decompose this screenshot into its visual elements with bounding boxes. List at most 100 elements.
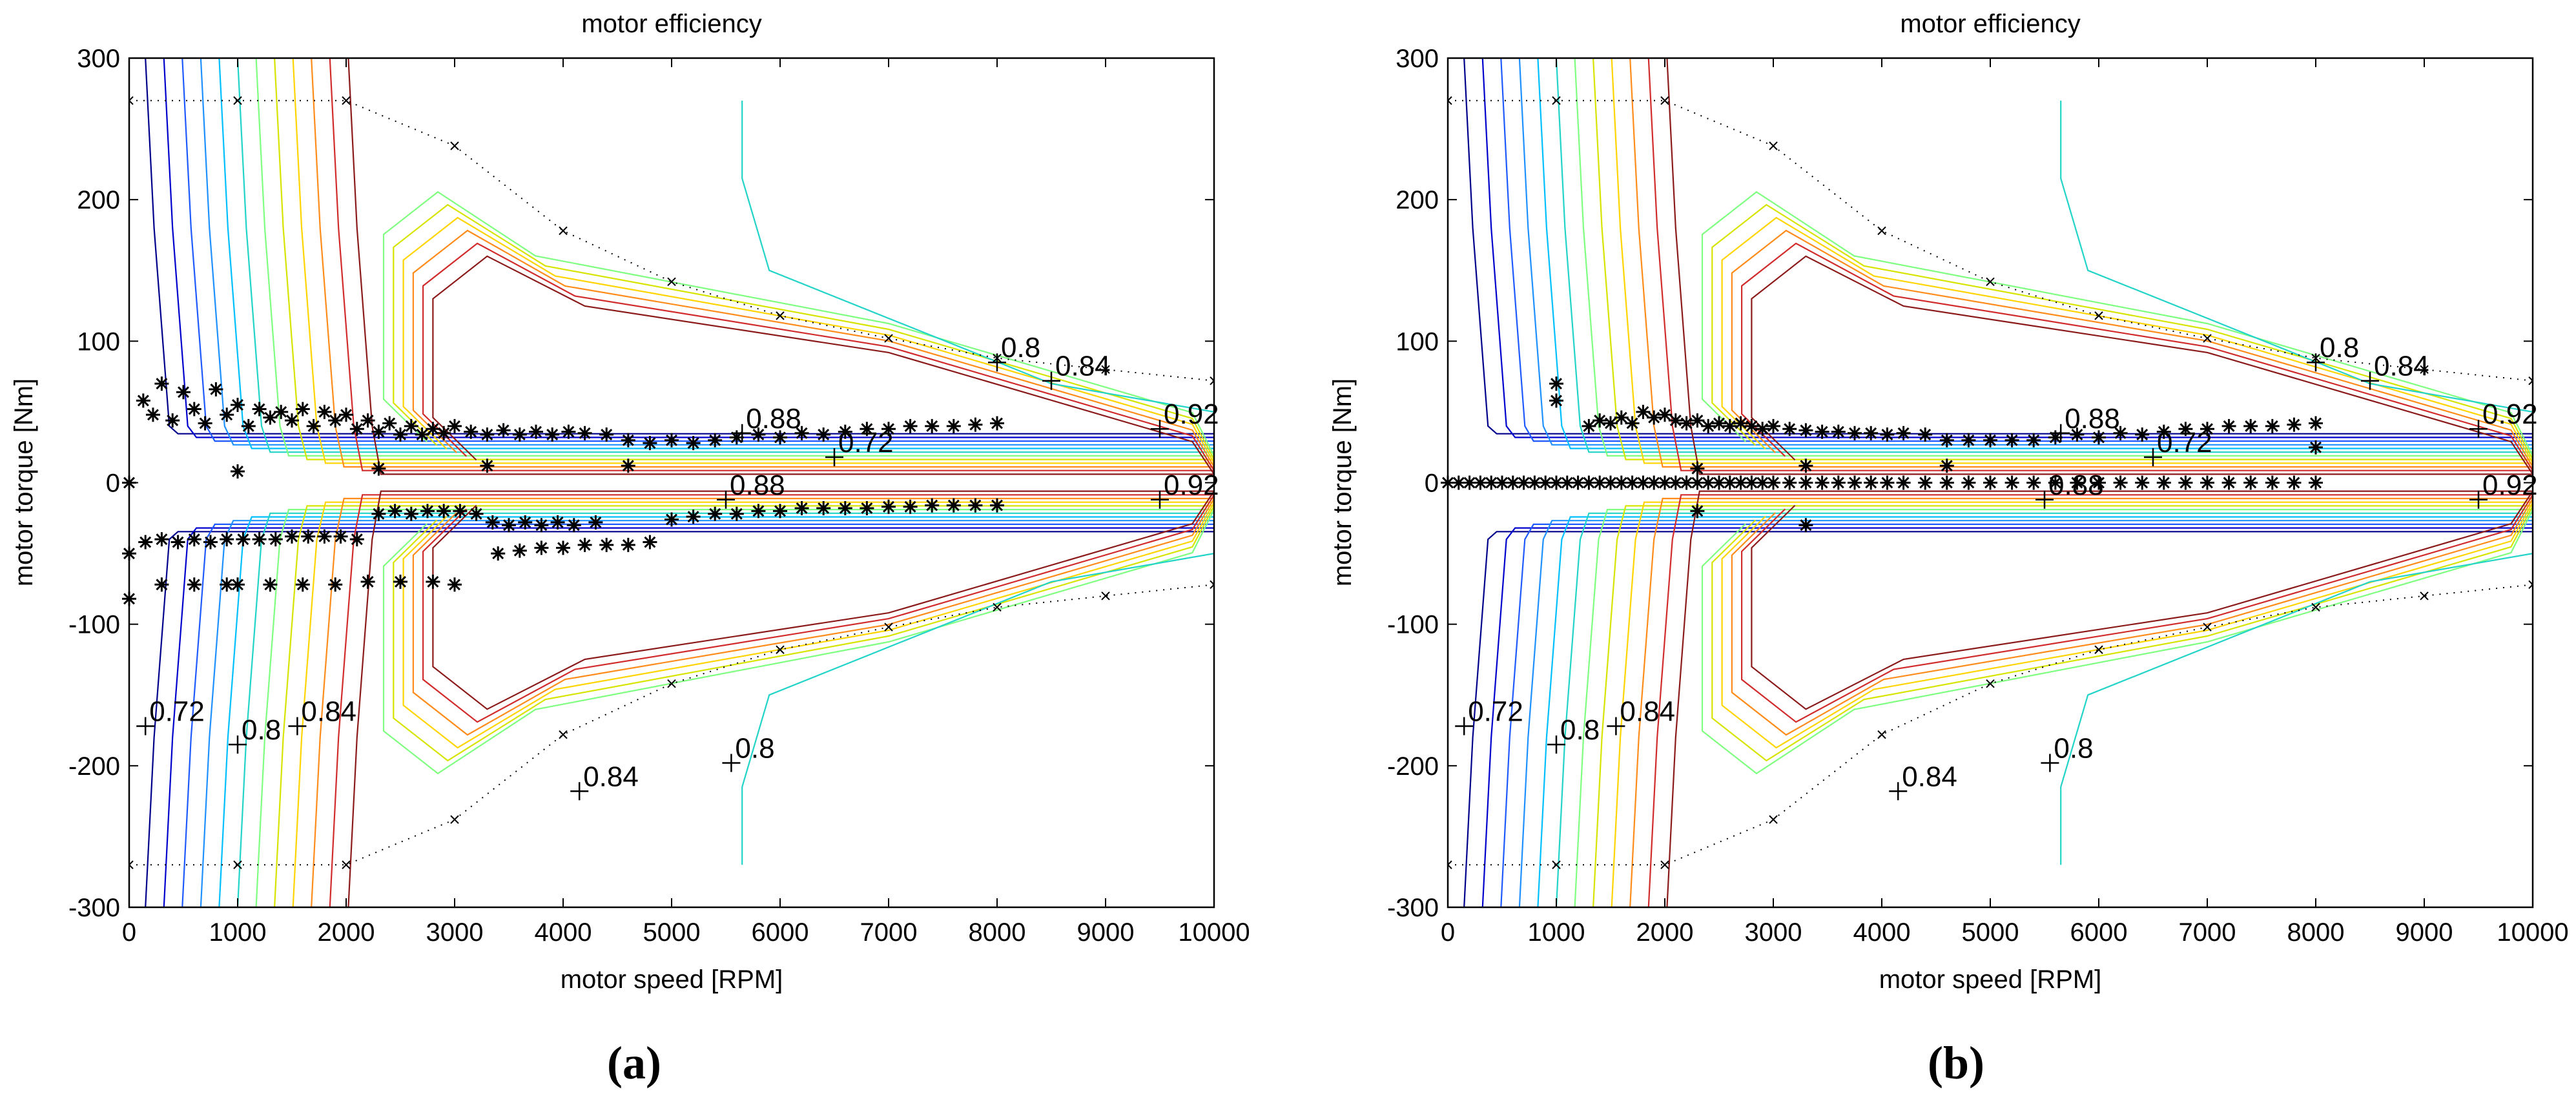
operating-point bbox=[2200, 475, 2214, 490]
operating-point bbox=[1658, 475, 1672, 490]
contour-line bbox=[1537, 516, 2533, 907]
max-torque-marker bbox=[1877, 730, 1886, 739]
operating-point bbox=[371, 461, 386, 476]
x-tick-label: 10000 bbox=[2497, 918, 2568, 947]
contour-line bbox=[1629, 58, 2533, 468]
contour-line bbox=[422, 494, 1214, 723]
contour-label: 0.8 bbox=[1560, 714, 1600, 746]
contour-line bbox=[274, 505, 1214, 907]
operating-point bbox=[1451, 475, 1466, 490]
operating-point bbox=[2309, 416, 2323, 431]
operating-point bbox=[349, 532, 364, 547]
x-tick-label: 7000 bbox=[2179, 918, 2236, 947]
operating-point bbox=[588, 515, 603, 530]
operating-point bbox=[686, 436, 701, 451]
operating-point bbox=[2221, 418, 2236, 433]
contour-label-marker bbox=[229, 735, 247, 754]
contour-label-marker bbox=[722, 754, 741, 772]
operating-point bbox=[1848, 475, 1862, 490]
operating-point bbox=[566, 518, 581, 533]
panel-a: 0.72 0.8 0.84 0.84 0.8 0.8 0.84 0.88 0.72 0.92 0.8… bbox=[10, 10, 1250, 1089]
x-tick-label: 0 bbox=[122, 918, 136, 947]
operating-point bbox=[2287, 417, 2302, 432]
contour-line bbox=[1741, 242, 2533, 471]
contour-label-marker bbox=[2041, 754, 2059, 772]
max-torque-marker bbox=[1210, 580, 1214, 590]
operating-point bbox=[393, 574, 407, 589]
operating-point bbox=[2135, 475, 2150, 490]
x-tick-label: 2000 bbox=[1636, 918, 1694, 947]
operating-point bbox=[1782, 475, 1797, 490]
contour-label-marker bbox=[136, 717, 155, 736]
operating-point bbox=[360, 413, 375, 428]
contour-label: 0.84 bbox=[301, 695, 356, 727]
operating-point bbox=[1603, 475, 1618, 490]
contour-label: 0.92 bbox=[1164, 469, 1219, 501]
contour-label-marker bbox=[717, 490, 735, 509]
contour-line bbox=[347, 490, 1214, 907]
operating-point bbox=[220, 532, 234, 547]
operating-point bbox=[2092, 475, 2106, 490]
operating-point bbox=[1679, 475, 1694, 490]
operating-point bbox=[236, 532, 251, 547]
x-tick-label: 8000 bbox=[969, 918, 1026, 947]
operating-point bbox=[1939, 458, 1954, 473]
operating-point bbox=[1733, 475, 1748, 490]
x-tick-label: 5000 bbox=[643, 918, 701, 947]
operating-point bbox=[1798, 458, 1813, 473]
operating-point bbox=[2113, 426, 2128, 440]
operating-point bbox=[1538, 475, 1553, 490]
contour-line bbox=[741, 552, 1214, 865]
operating-point bbox=[577, 537, 592, 552]
y-tick-label: 200 bbox=[1396, 186, 1439, 214]
y-tick-label: 300 bbox=[77, 45, 120, 73]
contour-line bbox=[1592, 505, 2533, 907]
operating-point bbox=[773, 504, 787, 519]
contour-line bbox=[382, 190, 1214, 457]
x-tick-label: 6000 bbox=[752, 918, 809, 947]
operating-point bbox=[306, 418, 321, 433]
max-torque-marker bbox=[2094, 311, 2103, 320]
operating-point bbox=[1679, 416, 1694, 431]
max-torque-marker bbox=[1769, 141, 1778, 150]
operating-point bbox=[176, 385, 191, 400]
operating-point bbox=[2309, 440, 2323, 455]
contour-line bbox=[1711, 505, 2533, 762]
operating-point bbox=[1961, 475, 1976, 490]
operating-point bbox=[231, 577, 245, 592]
operating-point bbox=[599, 427, 614, 442]
operating-point bbox=[485, 515, 500, 530]
operating-point bbox=[263, 410, 278, 425]
operating-point bbox=[502, 518, 516, 533]
contour-labels: 0.72 0.8 0.84 0.84 0.8 0.8 0.84 0.88 0.72 0.92 0.8… bbox=[1455, 332, 2538, 801]
contour-label: 0.84 bbox=[1902, 761, 1957, 792]
max-torque-marker bbox=[2311, 602, 2320, 612]
operating-point bbox=[1505, 475, 1520, 490]
contour-label-marker bbox=[2469, 420, 2488, 438]
contour-line bbox=[1666, 490, 2533, 907]
operating-point bbox=[187, 532, 201, 547]
operating-point bbox=[448, 577, 462, 592]
operating-point bbox=[1939, 433, 1954, 448]
max-torque-marker bbox=[2203, 334, 2212, 343]
operating-point bbox=[577, 426, 592, 440]
panel-label: (a) bbox=[607, 1037, 661, 1089]
contour-label-marker bbox=[1889, 782, 1908, 801]
operating-point bbox=[708, 433, 723, 448]
operating-point bbox=[496, 423, 511, 438]
operating-point bbox=[545, 427, 560, 442]
x-axis-ticks: 0 1000 2000 3000 4000 5000 6000 7000 8000 9000 100… bbox=[1441, 58, 2569, 947]
x-tick-label: 6000 bbox=[2070, 918, 2128, 947]
y-tick-label: -200 bbox=[1387, 752, 1439, 781]
operating-point bbox=[643, 535, 657, 550]
operating-point bbox=[1549, 376, 1563, 391]
operating-point bbox=[1983, 433, 1997, 448]
contour-line bbox=[1574, 58, 2533, 457]
operating-point bbox=[252, 532, 267, 547]
contour-label: 0.72 bbox=[1468, 695, 1523, 727]
operating-point bbox=[1939, 475, 1954, 490]
operating-point bbox=[404, 506, 418, 521]
x-axis-ticks: 0 1000 2000 3000 4000 5000 6000 7000 8000 9000 100… bbox=[122, 58, 1250, 947]
operating-point bbox=[990, 498, 1004, 513]
x-tick-label: 4000 bbox=[535, 918, 592, 947]
